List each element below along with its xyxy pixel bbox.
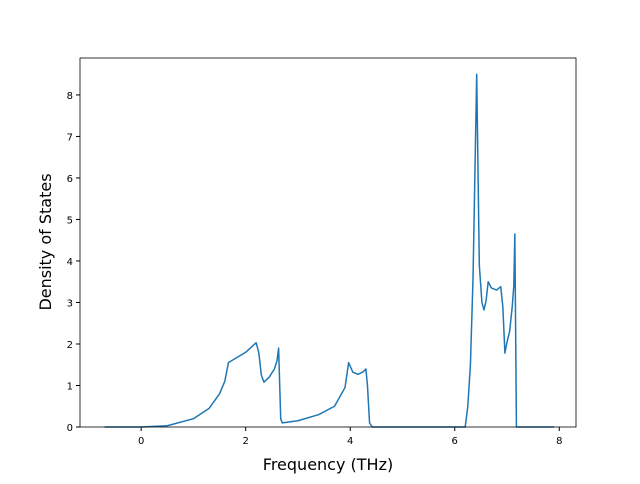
x-tick-label: 8 (556, 436, 562, 447)
x-tick-label: 2 (242, 436, 248, 447)
x-axis-label: Frequency (THz) (263, 455, 393, 474)
y-tick-label: 8 (67, 91, 73, 102)
y-tick-label: 3 (67, 298, 73, 309)
y-tick-label: 6 (67, 174, 73, 185)
x-tick-label: 0 (138, 436, 144, 447)
y-tick-label: 2 (67, 340, 73, 351)
x-tick-label: 4 (347, 436, 353, 447)
line-series (104, 73, 555, 428)
y-tick-label: 5 (67, 215, 73, 226)
x-tick-label: 6 (452, 436, 458, 447)
y-axis-label: Density of States (36, 173, 55, 310)
y-tick-label: 4 (67, 257, 73, 268)
y-tick-label: 0 (67, 423, 73, 434)
plot-frame (79, 57, 577, 428)
y-tick-label: 1 (67, 381, 73, 392)
y-tick-label: 7 (67, 132, 73, 143)
